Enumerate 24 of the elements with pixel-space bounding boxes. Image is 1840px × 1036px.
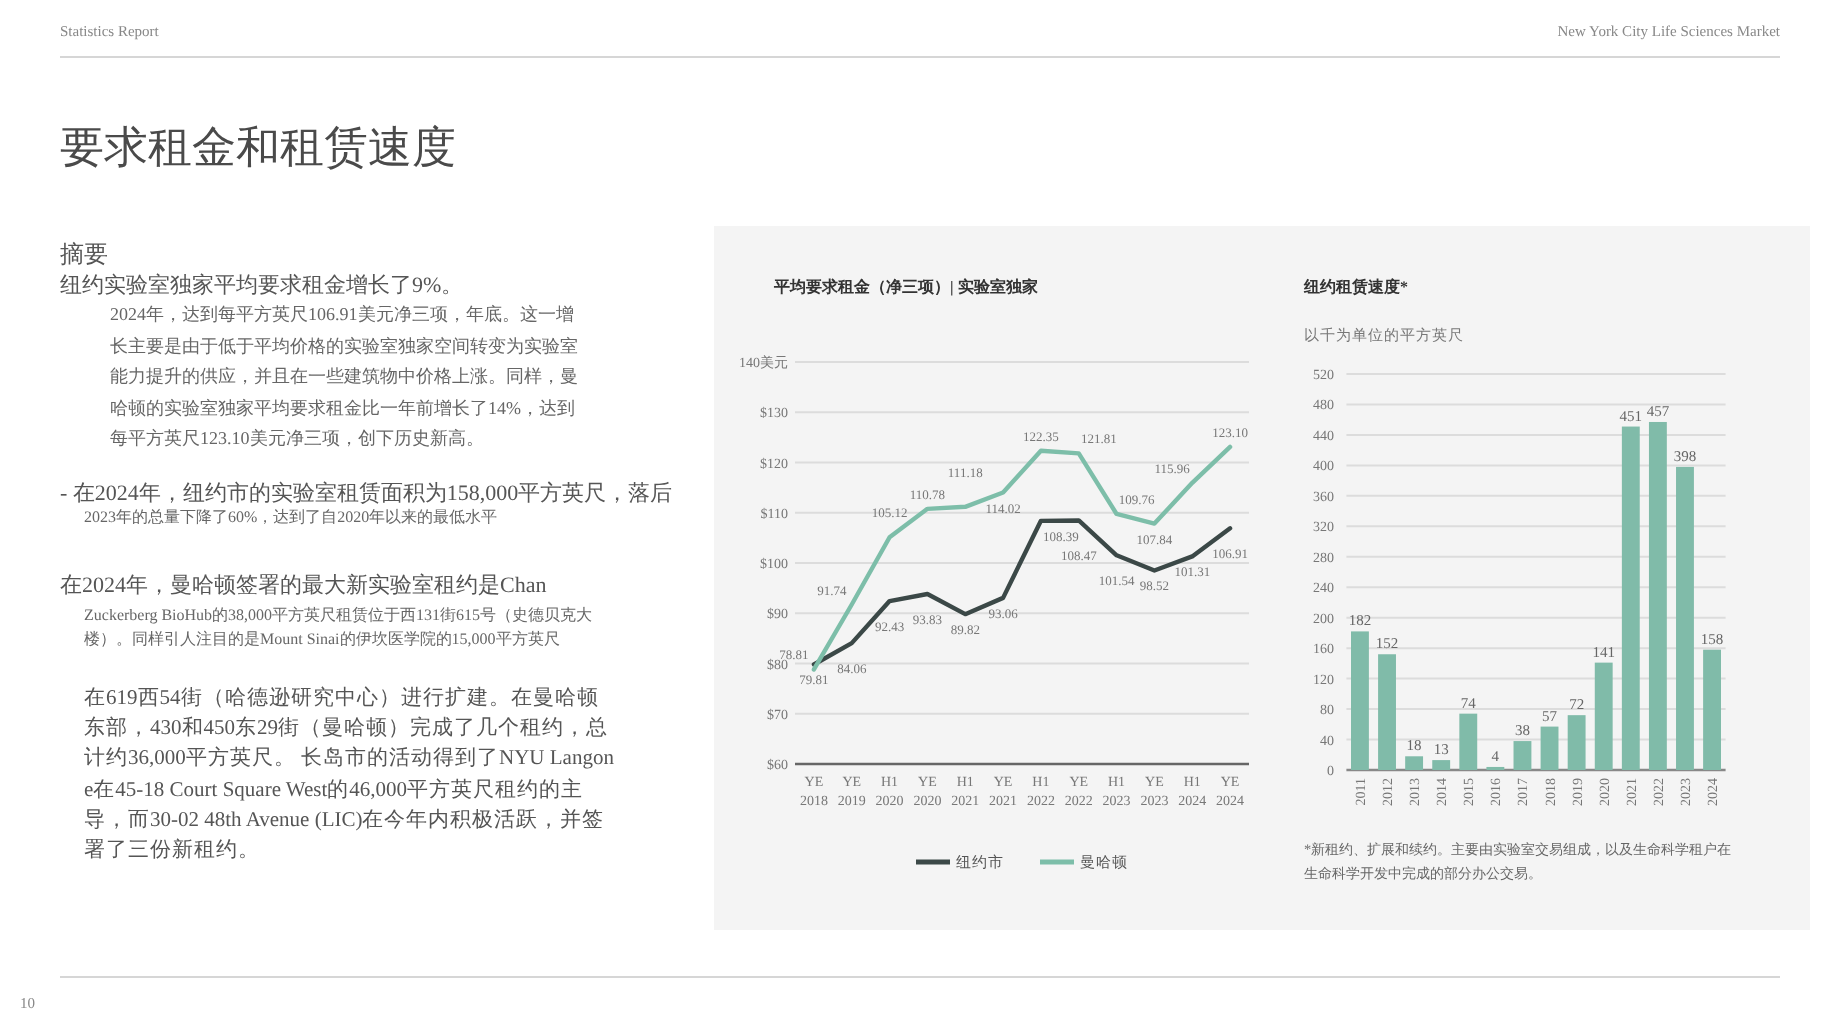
text: 2024年，达到每平方英尺106.91美元净三项，年底。这一增长主要是由于低于平均价格的实验室独家空间转变为实验室能力提升的供应，并且在一些建筑物中价格上涨。同样，曼哈顿的实验室独家平均要求租金比一年前增长了14%，达到每平方英尺123.10美元净三项，创下历史新高。 bbox=[110, 302, 580, 453]
bar bbox=[1459, 713, 1478, 770]
text: 摘要 bbox=[60, 240, 108, 270]
bar bbox=[1567, 715, 1586, 770]
bar bbox=[1432, 760, 1451, 770]
text: 要求租金和租赁速度 bbox=[60, 120, 456, 176]
chart-title: 纽约租赁速度* bbox=[1302, 276, 1408, 296]
bar bbox=[1594, 662, 1613, 770]
text: 在619西54街（哈德逊研究中心）进行扩建。在曼哈顿东部，430和450东29街（曼哈顿）完成了几个租约，总计约36,000平方英尺。 长岛市的活动得到了NYU Langone在45-18 Court Square West的46,000平方英尺租约的主导，而30-02 48th Avenue (LIC)在今年内积极活跃，并签署了三份新租约。 bbox=[84, 684, 614, 867]
chart-title: 平均要求租金（净三项）| 实验室独家 bbox=[772, 276, 1038, 296]
text: 2023年的总量下降了60%，达到了自2020年以来的最低水平 bbox=[84, 508, 498, 528]
bar bbox=[1378, 654, 1396, 770]
text: 纽约实验室独家平均要求租金增长了9%。 bbox=[60, 274, 464, 302]
text: Zuckerberg BioHub的38,000平方英尺租赁位于西131街615号（史德贝克大楼）。同样引人注目的是Mount Sinai的伊坎医学院的15,000平方英尺 bbox=[84, 604, 595, 650]
bar bbox=[1351, 631, 1369, 770]
bar bbox=[1405, 756, 1424, 770]
bar bbox=[1540, 726, 1559, 770]
text: 在2024年，曼哈顿签署的最大新实验室租约是Chan bbox=[60, 574, 547, 602]
text: - 在2024年，纽约市的实验室租赁面积为158,000平方英尺，落后 bbox=[60, 482, 673, 509]
bar bbox=[1703, 649, 1721, 770]
bar bbox=[1621, 426, 1640, 770]
bar bbox=[1648, 421, 1667, 770]
bar bbox=[1513, 741, 1532, 770]
bar bbox=[1676, 466, 1694, 770]
